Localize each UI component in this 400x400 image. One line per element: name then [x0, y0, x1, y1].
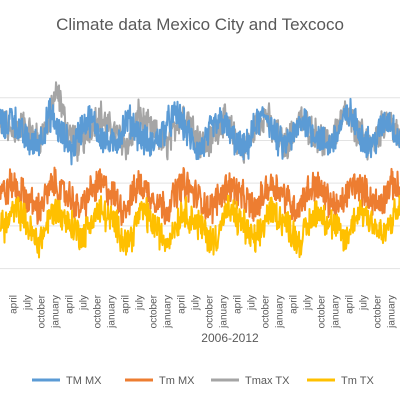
- x-tick-label: april: [65, 295, 76, 314]
- x-tick-label: january: [163, 295, 174, 329]
- x-tick-label: april: [9, 295, 20, 314]
- x-tick-label: october: [373, 294, 384, 328]
- chart-title: Climate data Mexico City and Texcoco: [56, 15, 344, 34]
- legend-label: Tm TX: [341, 375, 374, 387]
- legend-label: TM MX: [66, 375, 102, 387]
- x-tick-label: july: [23, 295, 34, 311]
- x-tick-label: april: [121, 295, 132, 314]
- x-axis-title: 2006-2012: [201, 331, 259, 345]
- legend-label: Tmax TX: [245, 375, 290, 387]
- x-tick-label: october: [149, 294, 160, 328]
- x-tick-label: january: [331, 295, 342, 329]
- x-tick-label: april: [177, 295, 188, 314]
- x-tick-label: april: [289, 295, 300, 314]
- x-tick-label: january: [275, 295, 286, 329]
- x-tick-label: july: [247, 295, 258, 311]
- x-tick-label: july: [79, 295, 90, 311]
- series-line-tm-tx: [0, 194, 400, 259]
- x-tick-label: july: [359, 295, 370, 311]
- legend: TM MX Tm MX Tmax TX Tm TX: [32, 375, 374, 387]
- x-tick-label: january: [219, 295, 230, 329]
- x-tick-label: july: [303, 295, 314, 311]
- x-tick-label: january: [51, 295, 62, 329]
- series-line-tm-mx: [0, 97, 400, 166]
- x-tick-labels: april july october january april july october j…: [9, 294, 398, 328]
- series-lines: [0, 81, 400, 259]
- x-tick-label: april: [233, 295, 244, 314]
- x-tick-label: october: [205, 294, 216, 328]
- x-tick-label: january: [387, 295, 398, 329]
- x-tick-label: october: [93, 294, 104, 328]
- legend-label: Tm MX: [159, 375, 195, 387]
- x-tick-label: october: [317, 294, 328, 328]
- x-tick-label: january: [107, 295, 118, 329]
- x-tick-label: july: [191, 295, 202, 311]
- x-tick-label: october: [37, 294, 48, 328]
- x-tick-label: july: [135, 295, 146, 311]
- x-tick-label: october: [261, 294, 272, 328]
- series-line-tm-mx: [0, 166, 400, 226]
- x-tick-label: april: [345, 295, 356, 314]
